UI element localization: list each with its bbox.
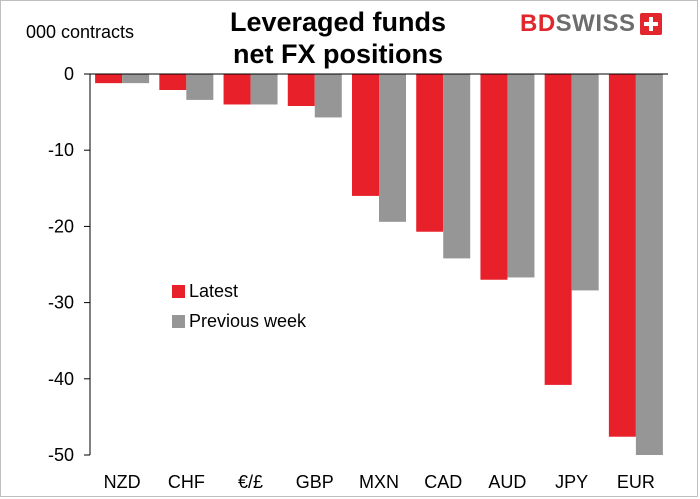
x-tick-label: MXN xyxy=(359,472,399,492)
logo-text-bd: BD xyxy=(520,10,556,37)
bar-latest xyxy=(287,74,315,107)
x-tick-label: CAD xyxy=(424,472,462,492)
bar-latest xyxy=(223,74,251,105)
bar-previous-week xyxy=(250,74,278,105)
x-tick-label: AUD xyxy=(488,472,526,492)
swiss-flag-icon xyxy=(639,13,662,35)
x-tick-label: JPY xyxy=(555,472,588,492)
y-tick-label: 0 xyxy=(64,64,74,84)
y-axis-unit-label: 000 contracts xyxy=(26,22,135,42)
chart-title-line-1: Leveraged funds xyxy=(229,7,447,37)
x-tick-label: NZD xyxy=(104,472,141,492)
bar-latest xyxy=(608,74,636,437)
x-tick-label: EUR xyxy=(617,472,655,492)
bar-previous-week xyxy=(443,74,471,259)
legend-item-latest: Latest xyxy=(172,276,306,306)
bdswiss-logo: BD SWISS xyxy=(520,10,662,38)
chart-title-line-2: net FX positions xyxy=(232,39,443,69)
bar-previous-week xyxy=(507,74,535,278)
bar-latest xyxy=(544,74,572,385)
chart-title: Leveraged funds net FX positions xyxy=(188,6,488,70)
chart-legend: Latest Previous week xyxy=(172,276,306,336)
bar-previous-week xyxy=(314,74,342,118)
legend-label-previous-week: Previous week xyxy=(189,310,307,331)
x-tick-label: €/£ xyxy=(238,472,263,492)
y-tick-label: -40 xyxy=(48,369,74,389)
y-tick-label: -10 xyxy=(48,140,74,160)
legend-label-latest: Latest xyxy=(189,280,239,301)
y-tick-label: -20 xyxy=(48,216,74,236)
legend-swatch-previous-week xyxy=(172,314,185,328)
x-tick-label: GBP xyxy=(296,472,334,492)
bar-previous-week xyxy=(379,74,406,222)
bar-previous-week xyxy=(635,74,663,455)
bar-previous-week xyxy=(571,74,599,291)
legend-item-previous-week: Previous week xyxy=(172,306,306,336)
bar-previous-week xyxy=(122,74,150,84)
bar-latest xyxy=(416,74,444,232)
x-tick-label: CHF xyxy=(168,472,205,492)
logo-text-swiss: SWISS xyxy=(555,10,636,37)
y-tick-label: -50 xyxy=(48,445,74,465)
bar-latest xyxy=(352,74,379,196)
bar-latest xyxy=(95,74,123,84)
y-tick-label: -30 xyxy=(48,293,74,313)
bar-latest xyxy=(480,74,508,280)
bar-previous-week xyxy=(186,74,214,100)
legend-swatch-latest xyxy=(172,284,185,298)
bar-latest xyxy=(159,74,187,91)
